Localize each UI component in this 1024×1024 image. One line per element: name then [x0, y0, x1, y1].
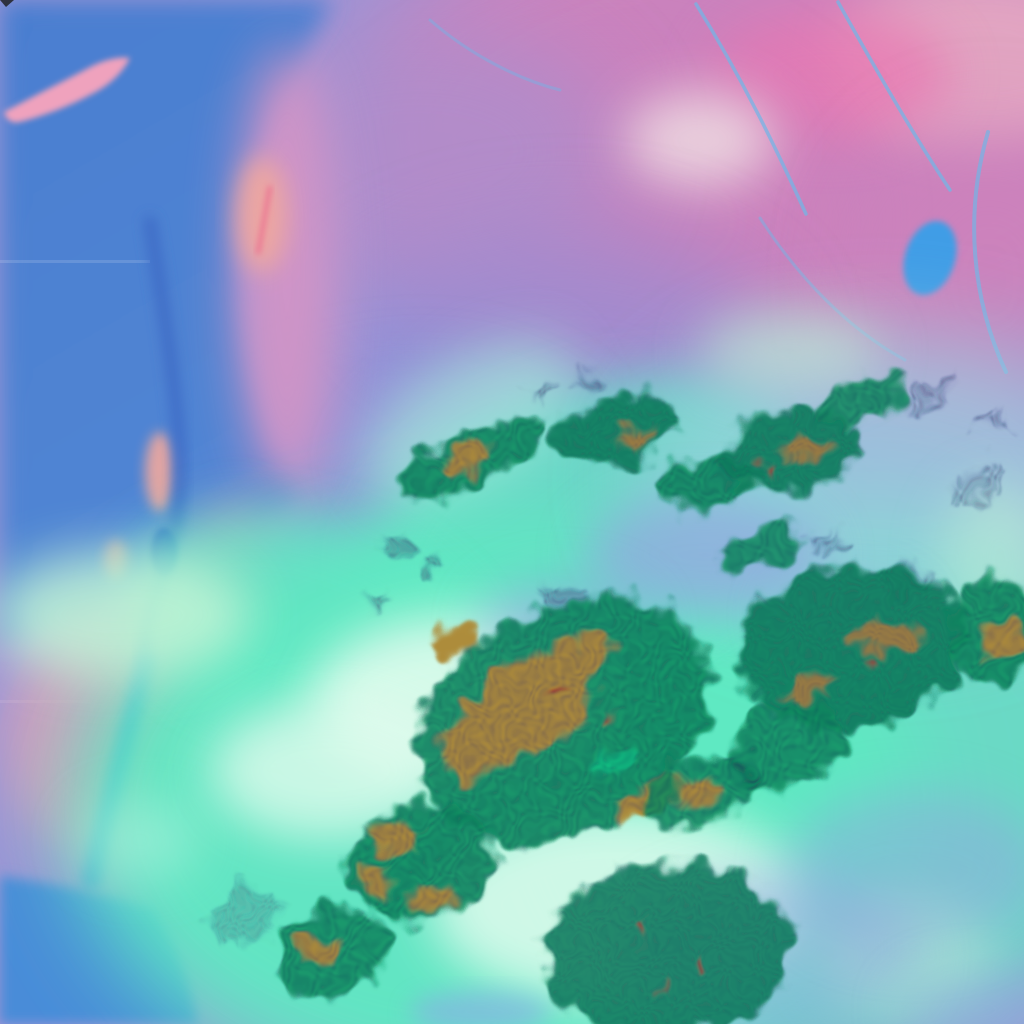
storm-speckle [817, 376, 907, 424]
storm-cell [718, 410, 862, 494]
cloud-bright-patch [210, 700, 450, 840]
ridge-streak [255, 185, 273, 255]
storm-cell [642, 702, 849, 828]
desert-patch [625, 92, 775, 188]
storm-speckle [368, 592, 392, 608]
cloud-shadow-patch [900, 970, 1024, 1024]
scanline-artifact [0, 260, 150, 263]
storm-cell [401, 417, 549, 499]
storm-cell-major [543, 861, 793, 1024]
storm-speckle [401, 417, 549, 499]
cloud-bright-patch [700, 310, 880, 390]
storm-speckle [418, 597, 712, 843]
edge-artifact [0, 0, 14, 7]
cloud-shadow-patch [410, 992, 550, 1024]
storm-speckle [272, 908, 388, 996]
storm-speckle [531, 382, 559, 398]
storm-speckle [576, 371, 600, 385]
storm-cell [368, 371, 600, 608]
storm-cell [345, 803, 495, 921]
river-channel [972, 130, 1008, 374]
storm-speckle [731, 702, 849, 788]
storm-speckle [949, 463, 1007, 501]
inland-lake [903, 221, 957, 295]
storm-speckle [972, 410, 1012, 430]
storm-cell [817, 376, 1012, 430]
storm-cell [556, 394, 680, 466]
storm-speckle [543, 861, 793, 1024]
storm-speckle [540, 580, 580, 604]
river-channel [836, 0, 952, 192]
storm-speckle [345, 803, 495, 921]
mountain-ridge [236, 157, 288, 273]
storm-cell [209, 888, 388, 996]
storm-speckle [903, 382, 953, 414]
river-channel [428, 18, 562, 92]
storm-speckle [379, 535, 411, 555]
storm-speckle [953, 577, 1024, 687]
cloud-shadow-patch [585, 495, 825, 615]
cyprus-island [4, 57, 130, 123]
cloud-shadow-patch [785, 790, 1024, 950]
coast-strip [235, 45, 339, 495]
mountain-ridge [145, 432, 175, 512]
storm-speckle [416, 557, 444, 573]
storm-cell-major [737, 565, 967, 731]
cloud-patch [361, 340, 579, 500]
storm-speckle [718, 410, 862, 494]
storm-speckle [806, 535, 846, 555]
storm-speckle [209, 888, 281, 942]
storm-olive-core [433, 626, 477, 654]
storm-speckle [737, 565, 967, 731]
storm-speckle [642, 756, 758, 828]
storm-cell [949, 463, 1024, 687]
storm-speckle [556, 394, 680, 466]
cloud-patch [80, 800, 200, 880]
storm-cells [209, 371, 1024, 1024]
cloud-bright-patch [0, 550, 250, 680]
river-channel [694, 2, 808, 216]
storm-cell-major [418, 597, 712, 843]
storm-speckle [718, 524, 802, 572]
